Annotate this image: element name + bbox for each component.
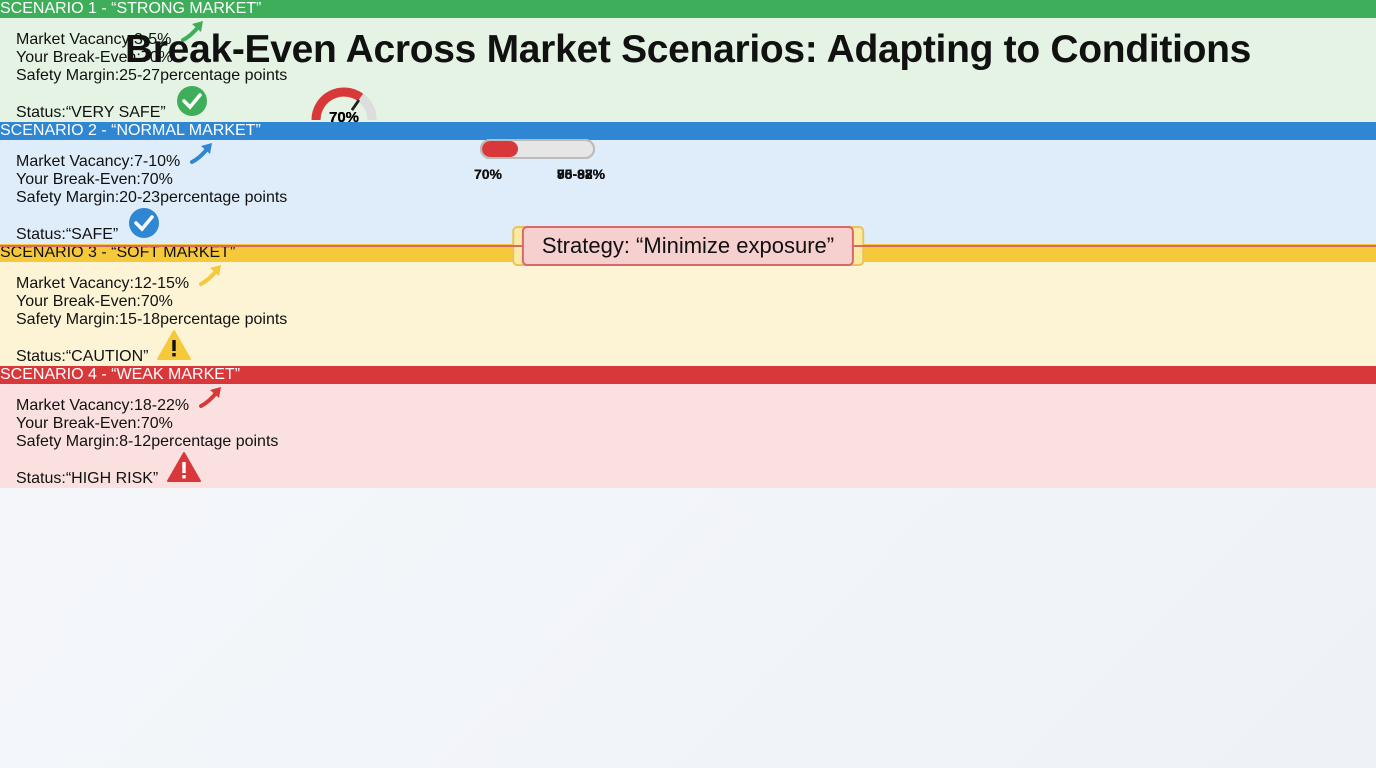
item-label: Safety Margin: (16, 67, 120, 84)
trend-arrow (199, 265, 222, 286)
item-value: 70% (140, 49, 173, 66)
item-value: 18-22% (133, 397, 190, 414)
item-value: 25-27 (119, 67, 161, 84)
bar-label-low: 70% (473, 166, 503, 182)
item-unit: percentage points (160, 311, 288, 328)
item-value: 70% (140, 171, 173, 188)
item-label: Safety Margin: (16, 311, 120, 328)
item-row: Status:“SAFE” (0, 207, 1376, 244)
item-label: Market Vacancy: (16, 275, 134, 292)
item-row: Market Vacancy:7-10% (0, 140, 1376, 171)
margin-bar (480, 139, 595, 159)
bar-label-high: 90-93% (556, 166, 606, 182)
item-row: Safety Margin:25-27percentage points (0, 67, 1376, 85)
item-value: 70% (140, 415, 173, 432)
bar-label-low: 70% (473, 166, 503, 182)
item-row: Status:“VERY SAFE” (0, 85, 1376, 122)
item-value: “SAFE” (65, 226, 119, 243)
scenario-header: SCENARIO 4 - “WEAK MARKET” (0, 366, 1376, 384)
status-icon (129, 208, 160, 238)
status-icon (176, 86, 207, 116)
item-label: Your Break-Even: (16, 415, 141, 432)
strategy: Strategy: “Minimize exposure” (521, 226, 855, 266)
item-value: 3-5% (133, 31, 172, 48)
gauge-label: 70% (329, 109, 359, 126)
item-label: Your Break-Even: (16, 293, 141, 310)
item-row: Market Vacancy:18-22% (0, 384, 1376, 415)
item-label: Status: (16, 470, 66, 487)
item-row: Safety Margin:20-23percentage points (0, 189, 1376, 207)
item-unit: percentage points (160, 189, 288, 206)
status-icon (167, 452, 202, 482)
bar-label-high: 95-97% (556, 166, 606, 182)
item-row: Status:“HIGH RISK” (0, 451, 1376, 488)
bar-label-low: 70% (473, 166, 503, 182)
item-value: 7-10% (133, 153, 181, 170)
item-row: Your Break-Even:70% (0, 415, 1376, 433)
item-label: Safety Margin: (16, 433, 120, 450)
item-label: Market Vacancy: (16, 153, 134, 170)
bar-label-high: 85-88% (556, 166, 606, 182)
item-row: Your Break-Even:70% (0, 49, 1376, 67)
item-row: Status:“CAUTION” (0, 329, 1376, 366)
item-value: 15-18 (119, 311, 161, 328)
item-value: 8-12 (119, 433, 152, 450)
item-label: Your Break-Even: (16, 49, 141, 66)
scenario-header: SCENARIO 1 - “STRONG MARKET” (0, 0, 1376, 18)
trend-arrow (190, 143, 213, 164)
gauge-label: 70% (329, 109, 359, 126)
status-icon (157, 330, 192, 360)
item-label: Market Vacancy: (16, 397, 134, 414)
item-value: “CAUTION” (65, 348, 149, 365)
item-row: Market Vacancy:12-15% (0, 262, 1376, 293)
item-unit: percentage points (151, 433, 279, 450)
gauge: 70% (311, 87, 377, 126)
item-label: Status: (16, 104, 66, 121)
item-label: Status: (16, 226, 66, 243)
item-value: “HIGH RISK” (65, 470, 159, 487)
title: Break-Even Across Market Scenarios: Adap… (124, 28, 1252, 71)
item-value: 70% (140, 293, 173, 310)
bar-label-high: 78-82% (556, 166, 606, 182)
item-label: Market Vacancy: (16, 31, 134, 48)
item-row: Your Break-Even:70% (0, 293, 1376, 311)
scenario-card: SCENARIO 4 - “WEAK MARKET” Market Vacancy… (0, 87, 1376, 488)
item-value: 20-23 (119, 189, 161, 206)
item-row: Safety Margin:8-12percentage points (0, 433, 1376, 451)
item-row: Safety Margin:15-18percentage points (0, 311, 1376, 329)
item-row: Your Break-Even:70% (0, 171, 1376, 189)
trend-arrow (181, 21, 204, 42)
gauge-label: 70% (329, 109, 359, 126)
item-label: Safety Margin: (16, 189, 120, 206)
bar-label-low: 70% (473, 166, 503, 182)
scenario-header: SCENARIO 2 - “NORMAL MARKET” (0, 122, 1376, 140)
item-row: Market Vacancy:3-5% (0, 18, 1376, 49)
item-value: “VERY SAFE” (65, 104, 166, 121)
item-label: Status: (16, 348, 66, 365)
gauge-label: 70% (329, 109, 359, 126)
trend-arrow (199, 387, 222, 408)
margin-bar-fill (482, 141, 518, 157)
item-label: Your Break-Even: (16, 171, 141, 188)
item-unit: percentage points (160, 67, 288, 84)
item-value: 12-15% (133, 275, 190, 292)
